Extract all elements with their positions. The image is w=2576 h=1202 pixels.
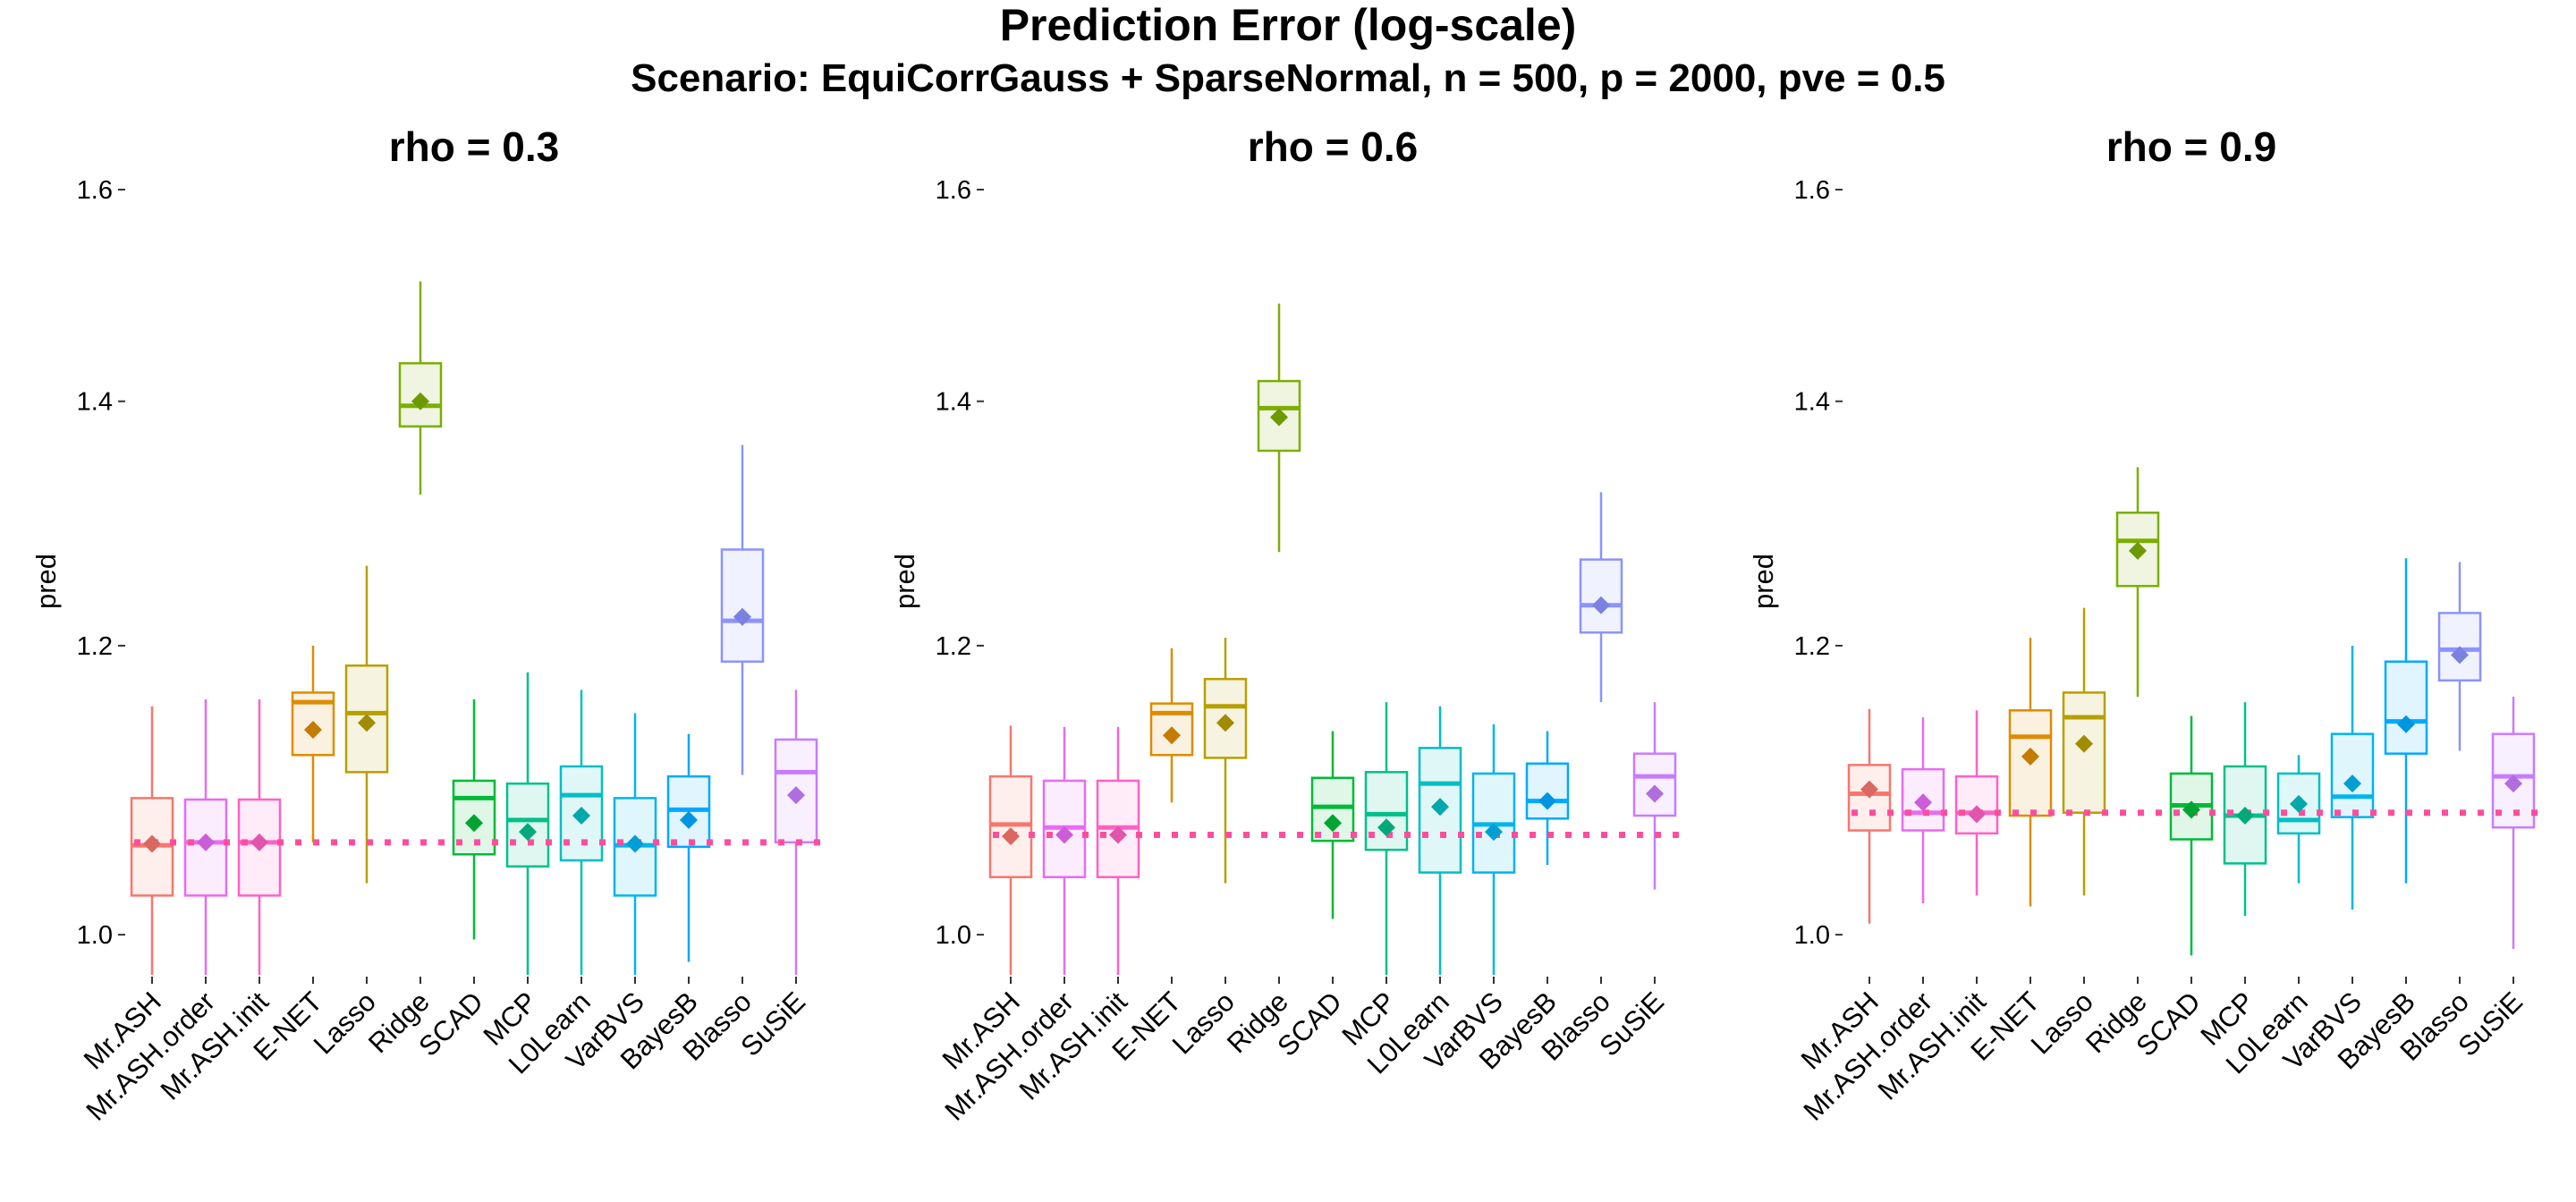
y-tick-label-1-3: 1.4 [77,388,113,417]
mean-marker-1-11 [680,810,698,829]
mean-marker-3-13 [2504,775,2522,793]
box-2-8 [1364,771,1409,851]
mean-marker-3-8 [2236,806,2254,825]
mean-marker-1-10 [626,834,644,853]
y-tick-label-2-1: 1.0 [936,921,971,950]
y-tick-label-3-4: 1.6 [1794,176,1830,205]
y-tick-label-3-2: 1.2 [1794,632,1830,661]
box-3-3 [1954,775,1999,835]
mean-marker-3-11 [2397,715,2415,733]
box-1-13 [774,738,818,844]
mean-marker-3-3 [1968,805,1986,824]
mean-marker-3-6 [2129,541,2147,560]
mean-marker-2-9 [1431,798,1449,817]
mean-marker-3-12 [2451,646,2469,664]
mean-marker-2-4 [1163,726,1181,745]
mean-marker-3-7 [2182,800,2200,819]
mean-marker-2-3 [1109,825,1127,844]
x-tick-label-2-5: Lasso [1166,986,1241,1060]
mean-marker-1-6 [411,392,429,411]
box-2-11 [1525,762,1570,820]
mean-marker-1-1 [143,834,161,853]
mean-marker-1-3 [250,833,268,851]
y-axis-label-1: pred [30,554,62,609]
box-3-1 [1847,764,1892,832]
y-tick-label-3-1: 1.0 [1794,921,1830,950]
mean-marker-1-12 [733,607,751,626]
x-tick-label-3-5: Lasso [2025,986,2099,1060]
chart-title: Prediction Error (log-scale) [999,0,1577,50]
mean-marker-2-1 [1002,827,1020,846]
mean-marker-2-12 [1592,596,1610,614]
mean-marker-2-8 [1377,818,1395,837]
box-1-12 [720,548,765,664]
mean-marker-1-8 [519,823,537,842]
mean-marker-2-10 [1485,823,1503,842]
mean-marker-1-4 [304,720,322,739]
box-2-6 [1257,379,1301,453]
mean-marker-2-11 [1538,791,1556,810]
box-3-11 [2384,660,2428,755]
mean-marker-1-9 [572,806,590,825]
y-axis-label-2: pred [889,554,920,609]
chart-subtitle: Scenario: EquiCorrGauss + SparseNormal, … [631,56,1945,100]
box-3-2 [1901,767,1945,832]
mean-marker-3-10 [2343,775,2361,793]
y-tick-label-2-3: 1.4 [936,388,971,417]
mean-marker-1-7 [465,814,483,833]
mean-marker-1-2 [197,833,215,851]
y-axis-label-3: pred [1748,554,1779,609]
box-2-1 [988,775,1033,878]
mean-marker-2-2 [1055,825,1073,844]
y-tick-label-1-2: 1.2 [77,632,113,661]
y-tick-label-2-2: 1.2 [936,632,971,661]
box-2-13 [1632,752,1677,817]
panel-title-1: rho = 0.3 [389,123,559,170]
y-tick-label-3-3: 1.4 [1794,388,1830,417]
mean-marker-2-7 [1324,814,1342,833]
mean-marker-3-1 [1860,780,1878,799]
mean-marker-3-9 [2290,794,2308,813]
mean-marker-1-5 [358,714,376,732]
mean-marker-2-13 [1646,784,1664,803]
x-tick-label-1-5: Lasso [308,986,382,1060]
mean-marker-3-4 [2021,747,2039,766]
mean-marker-2-5 [1216,714,1234,732]
y-tick-label-1-4: 1.6 [77,176,113,205]
panel-title-3: rho = 0.9 [2106,123,2276,170]
mean-marker-3-2 [1914,793,1932,812]
mean-marker-2-6 [1270,408,1288,427]
mean-marker-3-5 [2075,734,2093,753]
y-tick-label-2-4: 1.6 [936,176,971,205]
mean-marker-1-13 [787,786,805,805]
box-2-12 [1579,558,1623,634]
panel-title-2: rho = 0.6 [1248,123,1418,170]
y-tick-label-1-1: 1.0 [77,921,113,950]
